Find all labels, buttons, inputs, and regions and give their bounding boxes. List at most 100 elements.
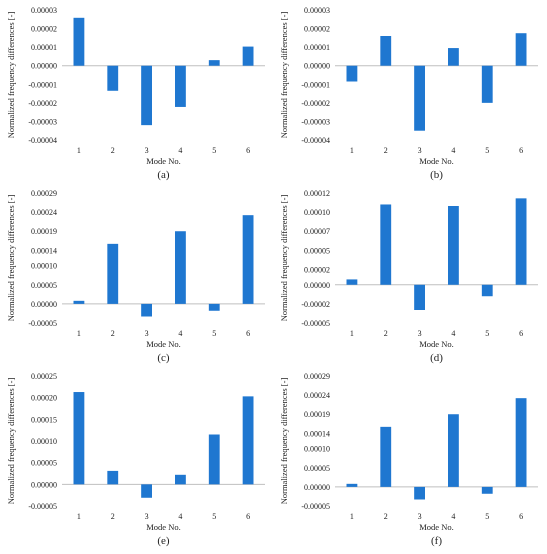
- bar-mode-4: [175, 65, 186, 107]
- y-tick-label: 0.00005: [304, 246, 330, 255]
- bar-mode-4: [448, 206, 459, 285]
- y-tick-label: 0.00000: [31, 480, 57, 489]
- bar-mode-6: [515, 198, 527, 285]
- y-tick-label: -0.00003: [28, 117, 57, 126]
- chart-panel-b: 0.00003 0.00002 0.00001 0.00000 -0.00001 -0.0…: [273, 0, 546, 183]
- panel-caption: (e): [157, 535, 170, 547]
- bar-mode-5: [481, 486, 493, 494]
- y-tick-label: 0.00020: [31, 394, 57, 403]
- y-tick-label: -0.00002: [301, 300, 330, 309]
- y-tick-label: -0.00005: [301, 319, 330, 328]
- y-tick-label: 0.00029: [304, 372, 330, 381]
- bar-mode-4: [448, 414, 459, 487]
- y-axis-title: Normalized frequency differences [-]: [279, 12, 289, 139]
- bar-mode-2: [380, 204, 392, 285]
- bar-mode-6: [242, 215, 254, 304]
- x-tick-label: 2: [384, 329, 388, 338]
- bar-mode-1: [73, 17, 85, 66]
- chart-panel-c: 0.00029 0.00024 0.00019 0.00014 0.00010 0.000…: [0, 183, 273, 366]
- y-tick-label: 0.00002: [31, 25, 57, 34]
- y-tick-label: -0.00005: [28, 502, 57, 511]
- y-tick-label: 0.00010: [31, 437, 57, 446]
- bar-mode-6: [515, 398, 527, 487]
- x-tick-label: 6: [246, 146, 250, 155]
- panel-caption: (f): [431, 535, 442, 547]
- y-tick-label: -0.00005: [28, 319, 57, 328]
- y-tick-label: 0.00024: [304, 391, 330, 400]
- y-tick-label: -0.00003: [301, 117, 330, 126]
- chart-panel-a: 0.00003 0.00002 0.00001 0.00000 -0.00001 -0.0…: [0, 0, 273, 183]
- bar-chart: 0.00029 0.00024 0.00019 0.00014 0.00010 0.000…: [6, 189, 265, 364]
- y-tick-label: 0.00001: [304, 43, 330, 52]
- x-tick-label: 4: [178, 329, 182, 338]
- bar-mode-3: [141, 65, 152, 126]
- x-tick-label: 2: [111, 329, 115, 338]
- bar-mode-2: [380, 36, 392, 66]
- bar-mode-3: [141, 484, 152, 498]
- y-tick-label: 0.00024: [31, 208, 57, 217]
- x-tick-label: 5: [485, 146, 489, 155]
- panel-caption: (b): [430, 169, 443, 181]
- y-tick-label: 0.00000: [31, 300, 57, 309]
- bar-mode-6: [242, 396, 254, 485]
- x-axis-title: Mode No.: [419, 339, 453, 349]
- bar-mode-5: [208, 303, 220, 311]
- panel-caption: (d): [430, 352, 443, 364]
- bar-mode-1: [346, 279, 358, 285]
- x-tick-label: 3: [145, 329, 149, 338]
- bar-mode-2: [380, 426, 392, 487]
- x-tick-label: 3: [418, 512, 422, 521]
- y-tick-label: 0.00025: [31, 372, 57, 381]
- panel-caption: (c): [157, 352, 170, 364]
- bar-mode-4: [175, 474, 186, 485]
- y-tick-label: 0.00000: [31, 62, 57, 71]
- bar-mode-3: [414, 284, 425, 310]
- y-tick-label: 0.00019: [31, 227, 57, 236]
- bar-mode-6: [242, 46, 254, 66]
- y-tick-label: 0.00002: [304, 25, 330, 34]
- y-tick-label: -0.00001: [28, 80, 57, 89]
- x-tick-label: 1: [350, 512, 354, 521]
- bar-mode-1: [346, 65, 358, 82]
- x-tick-label: 2: [384, 146, 388, 155]
- bar-mode-1: [73, 392, 85, 485]
- bar-mode-1: [73, 300, 85, 304]
- y-tick-label: 0.00019: [304, 410, 330, 419]
- y-tick-label: 0.00007: [304, 227, 330, 236]
- y-tick-label: 0.00003: [31, 6, 57, 15]
- bar-mode-6: [515, 33, 527, 66]
- bar-mode-4: [175, 231, 186, 304]
- bar-mode-2: [107, 470, 119, 485]
- x-tick-label: 4: [451, 329, 455, 338]
- bar-chart: 0.00012 0.00010 0.00007 0.00005 0.00002 0.000…: [279, 189, 538, 364]
- y-tick-label: 0.00015: [31, 415, 57, 424]
- bar-mode-3: [414, 486, 425, 500]
- bar-chart: 0.00003 0.00002 0.00001 0.00000 -0.00001 -0.0…: [279, 6, 538, 181]
- x-tick-label: 6: [519, 512, 523, 521]
- x-tick-label: 5: [485, 329, 489, 338]
- y-tick-label: 0.00012: [304, 189, 330, 198]
- x-tick-label: 1: [77, 512, 81, 521]
- y-tick-label: 0.00010: [304, 208, 330, 217]
- x-axis-title: Mode No.: [146, 339, 180, 349]
- bar-mode-1: [346, 483, 358, 487]
- y-axis-title: Normalized frequency differences [-]: [6, 12, 16, 139]
- x-tick-label: 5: [485, 512, 489, 521]
- x-tick-label: 1: [77, 329, 81, 338]
- y-tick-label: 0.00000: [304, 62, 330, 71]
- x-tick-label: 4: [178, 146, 182, 155]
- bar-chart: 0.00025 0.00020 0.00015 0.00010 0.00005 0.000…: [6, 372, 265, 547]
- panel-caption: (a): [157, 169, 170, 181]
- x-tick-label: 5: [212, 512, 216, 521]
- x-tick-label: 3: [418, 329, 422, 338]
- x-tick-label: 5: [212, 146, 216, 155]
- x-tick-label: 6: [246, 329, 250, 338]
- bar-mode-3: [414, 65, 425, 131]
- y-tick-label: 0.00014: [31, 246, 57, 255]
- y-tick-label: 0.00002: [304, 265, 330, 274]
- x-tick-label: 5: [212, 329, 216, 338]
- bar-mode-5: [481, 284, 493, 297]
- x-axis-title: Mode No.: [146, 156, 180, 166]
- x-tick-label: 1: [350, 329, 354, 338]
